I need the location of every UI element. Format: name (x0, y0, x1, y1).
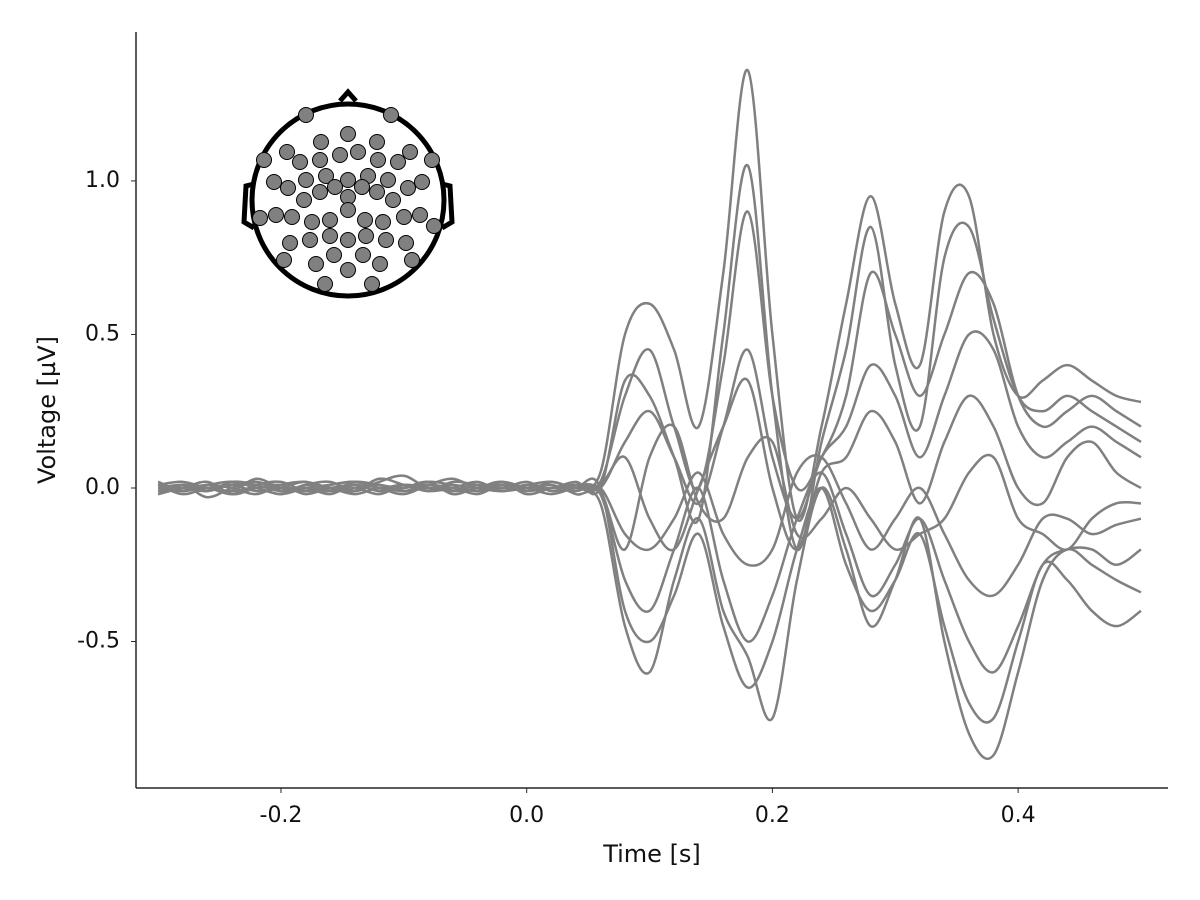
electrode (350, 144, 366, 160)
head-outline (249, 101, 447, 299)
electrode (390, 154, 406, 170)
electrode (354, 179, 370, 195)
head-topomap (241, 88, 455, 299)
electrode (369, 184, 385, 200)
channel-line (157, 210, 1142, 496)
y-axis-label: Voltage [µV] (33, 336, 61, 484)
electrode (364, 276, 380, 292)
electrode (280, 180, 296, 196)
electrode (424, 152, 440, 168)
electrode (385, 192, 401, 208)
channel-line (157, 480, 1142, 760)
x-axis-label: Time [s] (602, 840, 701, 868)
electrode (375, 214, 391, 230)
electrode (302, 232, 318, 248)
electrode (412, 207, 428, 223)
electrode (340, 202, 356, 218)
electrode (426, 218, 442, 234)
electrode (340, 232, 356, 248)
electrode (327, 179, 343, 195)
electrode (370, 152, 386, 168)
electrode (298, 172, 314, 188)
electrode (358, 228, 374, 244)
electrode (398, 235, 414, 251)
electrode (312, 184, 328, 200)
electrode (355, 247, 371, 263)
electrode (308, 256, 324, 272)
y-tick-label: 1.0 (85, 168, 120, 193)
electrode (268, 207, 284, 223)
electrode (317, 276, 333, 292)
electrode (396, 209, 412, 225)
x-tick-label: 0.0 (509, 803, 544, 828)
electrode (404, 252, 420, 268)
electrode (266, 174, 282, 190)
electrode (256, 152, 272, 168)
electrode (332, 147, 348, 163)
head-ear (440, 181, 455, 231)
electrode (400, 180, 416, 196)
y-tick-label: 0.0 (85, 475, 120, 500)
electrode (340, 262, 356, 278)
electrode (318, 168, 334, 184)
x-tick-label: 0.4 (1001, 803, 1036, 828)
electrode (298, 107, 314, 123)
electrode (369, 134, 385, 150)
head-nose (338, 88, 358, 103)
electrode (326, 247, 342, 263)
electrode (276, 252, 292, 268)
electrode (279, 144, 295, 160)
electrode (284, 209, 300, 225)
electrode (322, 228, 338, 244)
electrode (378, 232, 394, 248)
y-tick-label: 0.5 (85, 321, 120, 346)
electrode (414, 174, 430, 190)
electrode (372, 256, 388, 272)
electrode (357, 212, 373, 228)
electrode (313, 134, 329, 150)
electrode (282, 235, 298, 251)
electrode (383, 107, 399, 123)
y-tick-label: -0.5 (77, 629, 120, 654)
electrode (322, 212, 338, 228)
electrode (296, 192, 312, 208)
electrode (340, 172, 356, 188)
electrode (304, 214, 320, 230)
channel-line (157, 164, 1142, 551)
x-tick-label: 0.2 (755, 803, 790, 828)
electrode (292, 154, 308, 170)
electrode (340, 126, 356, 142)
channel-line (157, 454, 1142, 598)
head-ear (241, 181, 256, 231)
x-tick-label: -0.2 (260, 803, 303, 828)
electrode (402, 144, 418, 160)
electrode (380, 172, 396, 188)
channel-line (157, 377, 1142, 552)
electrode (252, 210, 268, 226)
channel-line (157, 69, 1142, 523)
electrode (312, 152, 328, 168)
channel-line (157, 477, 1142, 724)
